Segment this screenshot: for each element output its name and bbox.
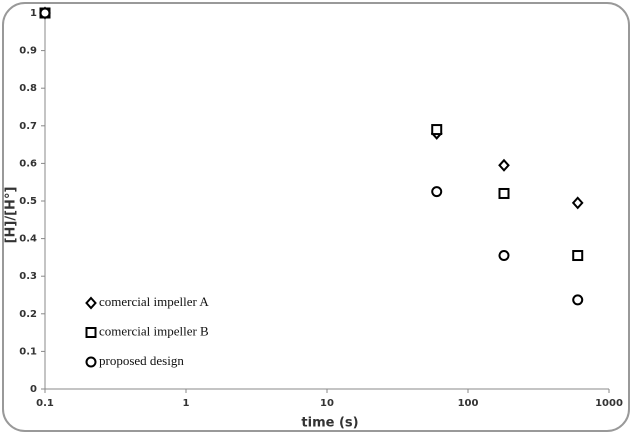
y-tick-label: 1 [30, 8, 37, 19]
legend-label: comercial impeller B [99, 323, 209, 338]
x-tick-label: 10 [320, 398, 334, 409]
marker-square [572, 250, 584, 262]
legend-marker [85, 296, 97, 310]
marker-diamond [498, 158, 510, 172]
legend-marker [85, 356, 97, 368]
x-tick-label: 0.1 [36, 398, 54, 409]
y-tick-label: 0.9 [19, 46, 37, 57]
x-tick-label: 1 [183, 398, 190, 409]
legend-marker [85, 327, 97, 338]
marker-circle [572, 294, 584, 306]
marker-square [498, 187, 510, 199]
y-axis-title: [H]/[H°] [4, 187, 19, 244]
marker-diamond [571, 196, 584, 210]
y-tick-label: 0.5 [19, 196, 37, 207]
chart-frame [2, 2, 630, 432]
y-tick-label: 0.7 [19, 121, 37, 132]
y-tick-label: 0 [30, 384, 37, 395]
x-axis-title: time (s) [301, 416, 358, 431]
y-tick-label: 0.6 [19, 158, 37, 169]
x-tick-label: 1000 [595, 398, 623, 409]
x-tick-label: 100 [458, 398, 479, 409]
marker-circle [431, 186, 443, 198]
marker-circle [498, 250, 510, 262]
legend-label: comercial impeller A [99, 294, 209, 309]
legend-label: proposed design [99, 353, 184, 368]
y-tick-label: 0.8 [19, 83, 37, 94]
y-tick-label: 0.1 [19, 346, 37, 357]
marker-circle [39, 7, 51, 19]
marker-square [431, 124, 443, 136]
y-tick-label: 0.4 [19, 234, 37, 245]
y-tick-label: 0.2 [19, 309, 37, 320]
y-tick-label: 0.3 [19, 271, 37, 282]
